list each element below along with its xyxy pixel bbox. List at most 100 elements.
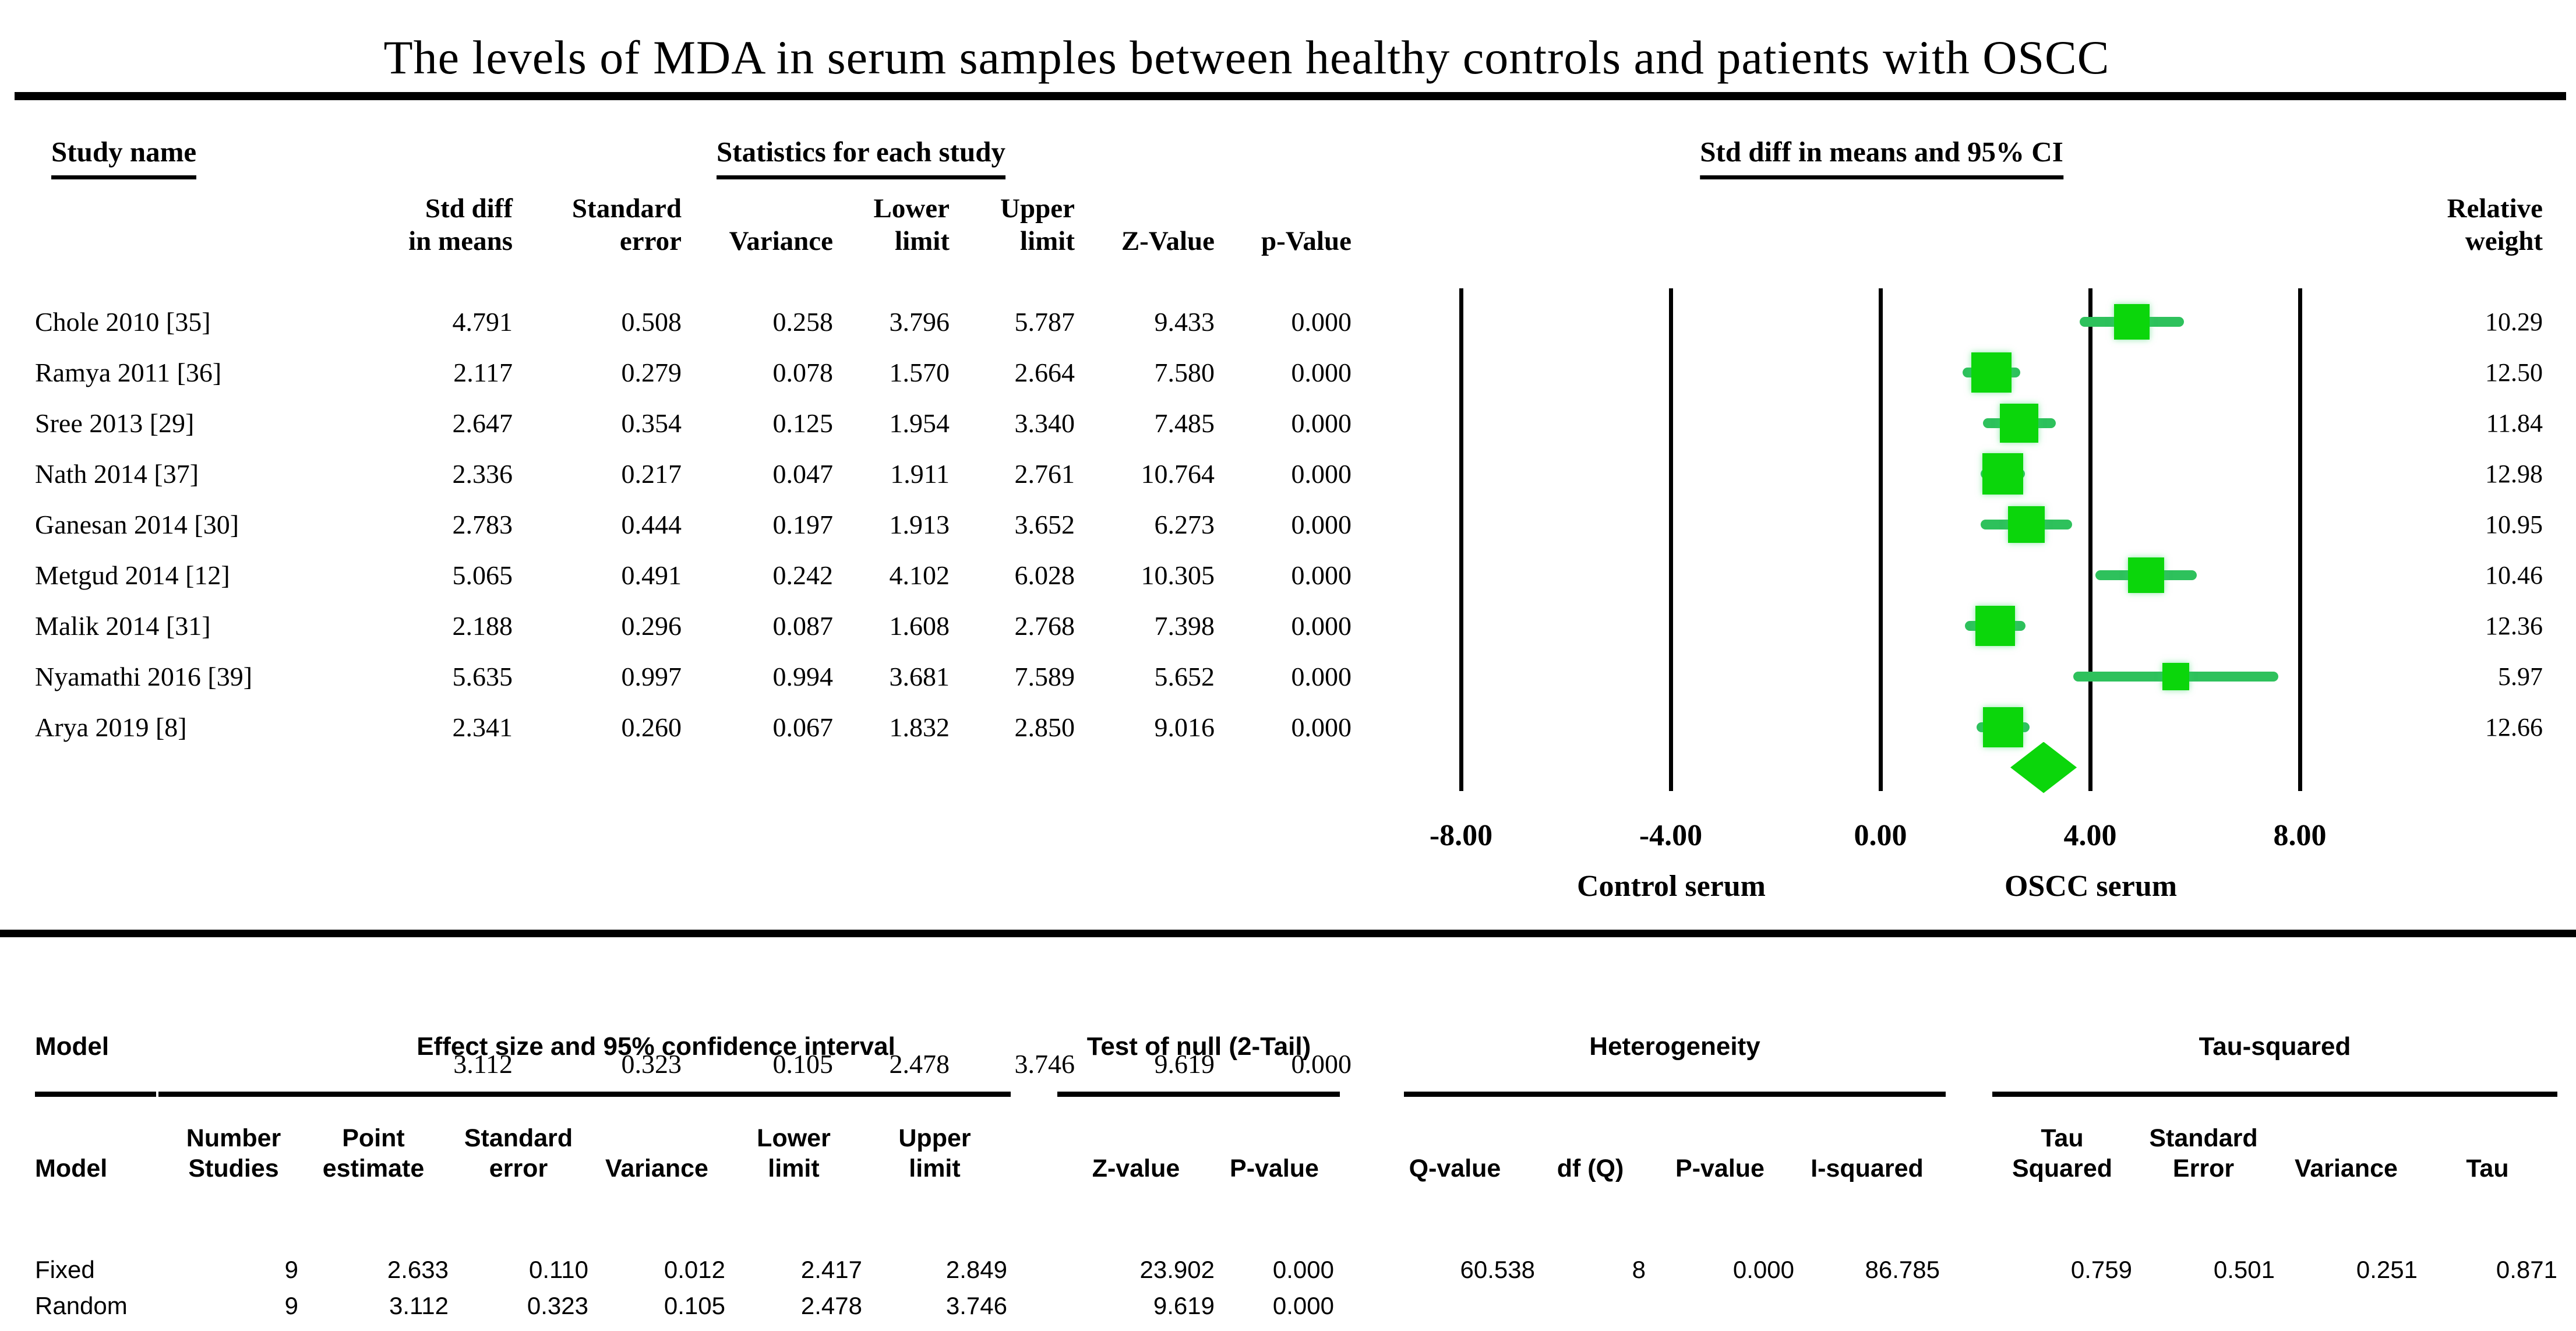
study-row: Chole 2010 [35] 4.791 0.508 0.258 3.796 5.787…	[0, 296, 2576, 347]
model-stat-value: 0.323	[527, 1291, 588, 1319]
stat-variance: 0.197	[772, 510, 834, 539]
model-table-subheader: Standard Error	[2149, 1124, 2258, 1182]
relative-weight-value: 11.84	[2486, 409, 2543, 437]
model-stat-value: 9	[284, 1291, 298, 1319]
model-table-subheader: df (Q)	[1557, 1155, 1624, 1182]
summary-row: 3.112 0.323 0.105 2.478 3.746 9.619 0.000	[0, 1039, 2576, 1089]
stat-lower: 1.911	[890, 459, 950, 489]
stat-p: 0.000	[1291, 611, 1352, 641]
stat-variance: 0.125	[772, 408, 834, 438]
model-stat-value: 0.000	[1272, 1291, 1334, 1319]
underline-tau-squared	[1992, 1092, 2557, 1097]
stat-se: 0.997	[621, 662, 682, 691]
study-name: Sree 2013 [29]	[35, 408, 195, 438]
model-table-subheader: Variance	[2295, 1155, 2398, 1182]
stat-z: 9.016	[1154, 712, 1215, 742]
model-table-subheader: I-squared	[1811, 1155, 1924, 1182]
model-stat-value: 2.417	[800, 1255, 862, 1283]
stat-upper: 2.761	[1014, 459, 1075, 489]
model-table-subheader: Tau Squared	[2012, 1124, 2113, 1182]
stat-se: 0.323	[621, 1049, 682, 1079]
stat-p: 0.000	[1291, 1049, 1352, 1079]
x-axis-left-direction-label: Control serum	[1576, 870, 1766, 903]
stat-upper: 6.028	[1014, 560, 1075, 590]
model-stat-value: 8	[1632, 1255, 1646, 1283]
relative-weight-value: 10.95	[2485, 510, 2543, 539]
stat-se: 0.260	[621, 712, 682, 742]
study-row: Arya 2019 [8] 2.341 0.260 0.067 1.832 2.850 9.…	[0, 702, 2576, 753]
model-stat-value: 9.619	[1153, 1291, 1215, 1319]
study-row: Nath 2014 [37] 2.336 0.217 0.047 1.911 2.761 1…	[0, 449, 2576, 499]
stat-upper: 3.746	[1014, 1049, 1075, 1079]
stat-z: 7.485	[1154, 408, 1215, 438]
stat-lower: 1.570	[889, 358, 950, 387]
stat-variance: 0.047	[772, 459, 834, 489]
model-table-subheader: P-value	[1230, 1155, 1319, 1182]
study-row: Malik 2014 [31] 2.188 0.296 0.087 1.608 2.768…	[0, 601, 2576, 651]
stat-variance: 0.242	[772, 560, 834, 590]
panel-divider-line	[0, 930, 2576, 937]
stats-subheader-row: Std diff in means Standard error Varianc…	[0, 192, 2576, 257]
model-stat-value: 0.000	[1732, 1255, 1794, 1283]
stat-z: 10.305	[1141, 560, 1215, 590]
stat-lower: 1.608	[889, 611, 950, 641]
stat-p: 0.000	[1291, 662, 1352, 691]
model-table-subheader: Variance	[605, 1155, 708, 1182]
x-axis-tick-label: -8.00	[1429, 819, 1493, 852]
group-header-model: Model	[35, 1032, 110, 1061]
model-table-row: Random 9 3.112 0.323 0.105 2.478 3.746 9.619 0.0…	[0, 1288, 2576, 1323]
subheader-std-diff: Std diff in means	[408, 193, 513, 256]
group-header-tau-squared: Tau-squared	[2199, 1032, 2351, 1061]
stat-lower: 1.954	[889, 408, 950, 438]
subheader-p-value: p-Value	[1261, 226, 1351, 256]
stat-se: 0.217	[621, 459, 682, 489]
stat-upper: 7.589	[1014, 662, 1075, 691]
study-name: Chole 2010 [35]	[35, 307, 211, 337]
stat-variance: 0.105	[772, 1049, 834, 1079]
figure-title: The levels of MDA in serum samples betwe…	[383, 31, 2110, 84]
stat-se: 0.491	[621, 560, 682, 590]
model-stat-value: 3.746	[945, 1291, 1007, 1319]
study-name: Metgud 2014 [12]	[35, 560, 230, 590]
study-row: Ganesan 2014 [30] 2.783 0.444 0.197 1.913 3.6…	[0, 499, 2576, 550]
stat-se: 0.279	[621, 358, 682, 387]
stat-std_diff: 2.336	[452, 459, 513, 489]
stat-variance: 0.067	[772, 712, 834, 742]
relative-weight-value: 12.66	[2485, 713, 2543, 742]
stat-upper: 2.768	[1014, 611, 1075, 641]
stat-p: 0.000	[1291, 510, 1352, 539]
group-header-test-of-null: Test of null (2-Tail)	[1086, 1032, 1311, 1061]
model-stat-value: 60.538	[1460, 1255, 1535, 1283]
model-subheader: Model	[35, 1155, 108, 1182]
x-axis-right-direction-label: OSCC serum	[2004, 870, 2178, 903]
model-stat-value: 86.785	[1865, 1255, 1940, 1283]
stat-upper: 5.787	[1014, 307, 1075, 337]
model-stat-value: 0.110	[529, 1255, 588, 1283]
study-name: Ramya 2011 [36]	[35, 358, 222, 387]
stat-upper: 3.652	[1014, 510, 1075, 539]
stat-se: 0.354	[621, 408, 682, 438]
model-stat-value: 0.871	[2496, 1255, 2557, 1283]
model-stat-value: 0.251	[2356, 1255, 2418, 1283]
model-table-subheader: Number Studies	[186, 1124, 281, 1182]
model-stat-value: 23.902	[1139, 1255, 1215, 1283]
stat-lower: 4.102	[889, 560, 950, 590]
stat-variance: 0.994	[772, 662, 834, 691]
stat-z: 7.398	[1154, 611, 1215, 641]
x-axis-tick-label: 0.00	[1854, 819, 1907, 852]
stat-z: 9.433	[1154, 307, 1215, 337]
relative-weight-value: 12.50	[2485, 358, 2543, 387]
study-row: Sree 2013 [29] 2.647 0.354 0.125 1.954 3.340 7…	[0, 398, 2576, 449]
model-stat-value: 0.759	[2070, 1255, 2132, 1283]
study-row: Nyamathi 2016 [39] 5.635 0.997 0.994 3.681 7.…	[0, 651, 2576, 702]
model-stat-value: 2.478	[800, 1291, 862, 1319]
study-name: Nyamathi 2016 [39]	[35, 662, 253, 691]
study-name: Nath 2014 [37]	[35, 459, 199, 489]
subheader-relative-weight: Relative weight	[2447, 193, 2543, 256]
model-table-subheader: Q-value	[1409, 1155, 1501, 1182]
model-table-subheader: Point estimate	[322, 1124, 425, 1182]
subheader-lower-limit: Lower limit	[873, 193, 950, 256]
stat-lower: 3.681	[889, 662, 950, 691]
x-axis-tick-label: 8.00	[2273, 819, 2327, 852]
